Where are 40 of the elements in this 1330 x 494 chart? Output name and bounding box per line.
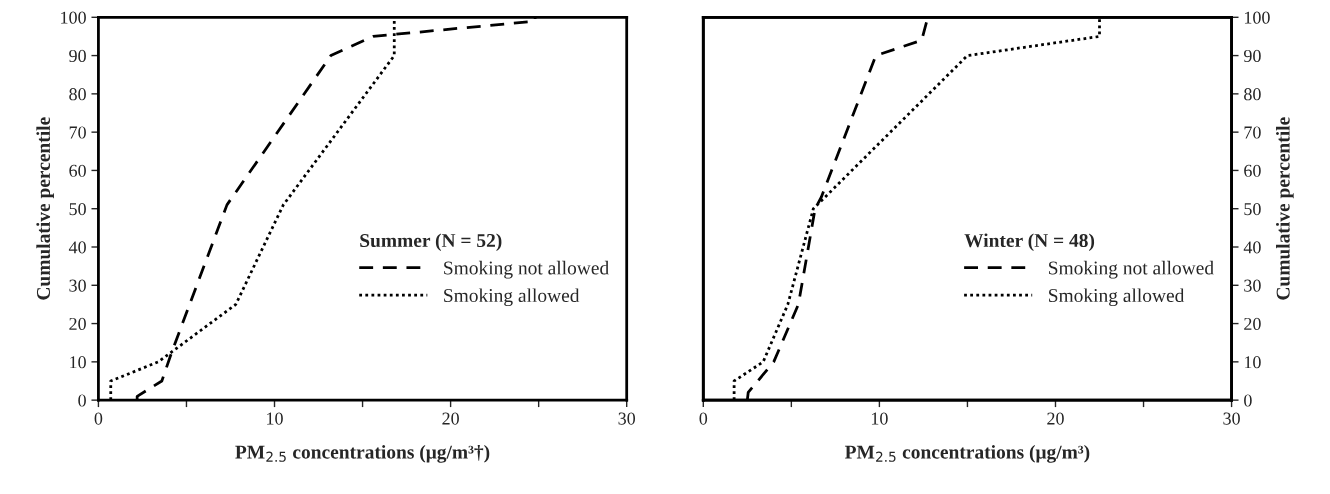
x-tick-label: 20 (1047, 412, 1064, 425)
y-tick-label: 30 (69, 279, 86, 292)
y2-axis-title: Cumulative percentile (1276, 117, 1294, 300)
legend-title: Winter (N = 48) (964, 233, 1095, 252)
y-tick-label: 70 (69, 126, 86, 139)
x-tick-label: 10 (871, 412, 888, 425)
y-tick-label: 90 (69, 49, 86, 63)
y2-tick-label: 80 (1244, 88, 1261, 101)
legend-label: Smoking not allowed (1049, 260, 1214, 279)
y2-tick-label: 0 (1244, 394, 1252, 407)
x-tick-label: 30 (1223, 412, 1240, 425)
legend-label: Smoking allowed (444, 288, 580, 307)
legend-label: Smoking allowed (1049, 288, 1185, 307)
x-tick-label: 20 (442, 412, 459, 425)
y-tick-label: 20 (69, 317, 86, 331)
y-tick-label: 60 (69, 164, 86, 177)
legend-title: Summer (N = 52) (360, 233, 502, 252)
y-tick-label: 0 (78, 394, 86, 407)
y2-tick-label: 30 (1244, 279, 1261, 292)
y2-tick-label: 20 (1244, 317, 1261, 331)
y2-tick-label: 50 (1244, 202, 1261, 216)
y2-tick-label: 60 (1244, 164, 1261, 177)
x-axis-title: PM$_{2.5}$ concentrations (μg/m³†) (235, 444, 490, 463)
legend-label: Smoking not allowed (444, 260, 609, 279)
y2-tick-label: 40 (1243, 241, 1261, 254)
y-axis-title: Cumulative percentile (36, 117, 54, 300)
x-tick-label: 30 (618, 412, 636, 425)
y-tick-label: 80 (69, 88, 86, 101)
y-tick-label: 100 (61, 11, 86, 24)
x-tick-label: 0 (94, 412, 103, 425)
x-axis-title: PM$_{2.5}$ concentrations (μg/m³) (844, 444, 1090, 463)
y-tick-label: 40 (68, 241, 86, 254)
y2-tick-label: 100 (1244, 11, 1270, 24)
y-tick-label: 10 (70, 356, 86, 369)
y2-tick-label: 10 (1244, 356, 1261, 369)
x-tick-label: 10 (267, 412, 283, 425)
y2-tick-label: 70 (1244, 126, 1261, 139)
y2-tick-label: 90 (1243, 49, 1261, 63)
y-tick-label: 50 (69, 202, 86, 216)
x-tick-label: 0 (699, 412, 708, 425)
